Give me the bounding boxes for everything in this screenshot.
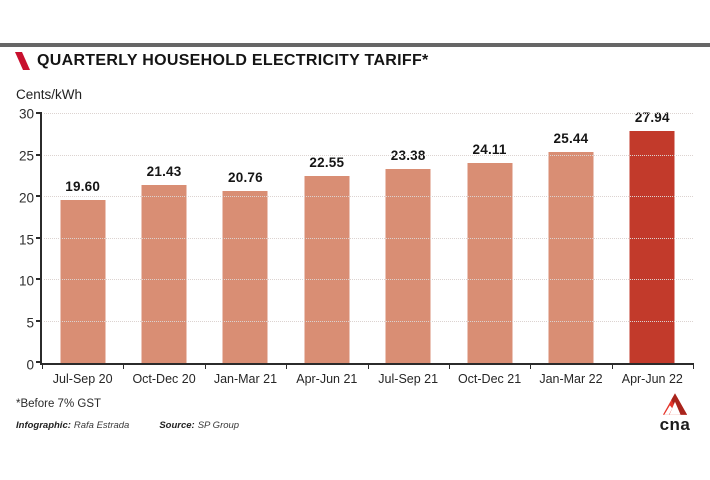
y-axis-units-label: Cents/kWh	[16, 87, 83, 102]
x-axis-tick	[611, 363, 613, 369]
x-axis-tick	[448, 363, 450, 369]
red-slash-icon	[15, 52, 30, 70]
y-axis-tick	[36, 195, 42, 197]
x-axis-category-label: Oct-Dec 20	[132, 372, 196, 386]
x-axis-category-label: Apr-Jun 22	[621, 372, 683, 386]
bar	[548, 151, 594, 363]
x-axis-tick	[367, 363, 369, 369]
source-credit-label: Source:	[159, 420, 195, 431]
y-axis-tick-label: 5	[26, 315, 34, 331]
x-axis-category-label: Apr-Jun 21	[296, 372, 358, 386]
header: QUARTERLY HOUSEHOLD ELECTRICITY TARIFF*	[15, 52, 429, 70]
y-axis-tick	[36, 112, 42, 114]
y-axis-tick-label: 15	[18, 232, 34, 247]
y-axis-tick	[36, 319, 42, 322]
bar-value-label: 24.11	[472, 141, 507, 157]
bar-slot: 25.44 Jan-Mar 22	[530, 114, 611, 386]
x-axis-category-label: Jul-Sep 21	[378, 372, 439, 386]
bar	[467, 162, 513, 363]
footnote: *Before 7% GST	[16, 398, 102, 410]
gridline	[44, 196, 693, 197]
x-axis-category-label: Jan-Mar 22	[539, 372, 603, 386]
infographic-credit: Infographic: Rafa Estrada	[16, 420, 129, 431]
bar-value-label: 25.44	[553, 130, 589, 146]
bar	[385, 168, 431, 363]
cna-logo-mark-icon	[662, 393, 688, 415]
infographic-credit-value: Rafa Estrada	[73, 420, 130, 431]
y-axis-tick	[36, 278, 42, 280]
y-axis-tick-label: 20	[18, 190, 34, 206]
gridline	[44, 154, 693, 156]
credits: Infographic: Rafa Estrada Source: SP Group	[16, 420, 239, 431]
gridline	[44, 279, 693, 280]
bar-slots: 19.60 Jul-Sep 20 21.43 Oct-Dec 20 20.76 Jan-M…	[42, 110, 693, 386]
x-axis-category-label: Jul-Sep 20	[52, 372, 113, 386]
x-axis-tick	[42, 363, 43, 369]
bar	[141, 185, 187, 363]
y-axis-tick-label: 30	[18, 106, 34, 122]
page-title: QUARTERLY HOUSEHOLD ELECTRICITY TARIFF*	[37, 52, 429, 69]
x-axis-category-label: Jan-Mar 21	[213, 372, 278, 386]
bar	[304, 175, 350, 363]
bar-value-label: 19.60	[65, 179, 101, 195]
cna-logo-wordmark: cna	[659, 415, 691, 434]
bar-highlighted	[629, 131, 675, 363]
bar-slot: 24.11 Oct-Dec 21	[449, 114, 530, 386]
x-axis-tick	[123, 363, 125, 369]
bar-chart: 0 5 10 15 20 25 30 19.60 Jul-Sep 20 21.43 Oct-Dec…	[19, 107, 694, 386]
bar	[222, 190, 268, 363]
bar-slot: 21.43 Oct-Dec 20	[123, 114, 204, 386]
x-axis-tick	[286, 363, 288, 369]
cna-logo: cna	[657, 393, 693, 433]
y-axis-tick-label: 25	[18, 148, 34, 164]
y-axis-tick	[36, 236, 42, 239]
bar-value-label: 22.55	[309, 154, 345, 170]
y-axis-labels: 0 5 10 15 20 25 30	[0, 107, 34, 373]
x-axis-category-label: Oct-Dec 21	[457, 372, 522, 386]
y-axis-tick	[36, 361, 42, 363]
infographic-credit-label: Infographic:	[16, 420, 71, 431]
x-axis-tick	[204, 363, 206, 369]
x-axis-tick	[530, 363, 532, 369]
gridline	[44, 113, 693, 114]
bar-slot: 22.55 Apr-Jun 21	[286, 114, 367, 386]
y-axis-tick-label: 10	[18, 273, 34, 289]
bar	[60, 200, 106, 363]
source-credit-value: SP Group	[197, 420, 240, 431]
y-axis-tick-label: 0	[26, 357, 34, 373]
bar-slot: 20.76 Jan-Mar 21	[205, 114, 286, 386]
bar-value-label: 20.76	[228, 169, 263, 185]
top-divider-rule	[0, 43, 710, 47]
gridline	[44, 320, 693, 322]
gridline	[44, 237, 693, 239]
bar-slot: 23.38 Jul-Sep 21	[368, 114, 449, 386]
x-axis-tick	[693, 363, 694, 369]
bar-slot: 27.94 Apr-Jun 22	[612, 110, 693, 386]
bar-value-label: 21.43	[146, 164, 182, 180]
bar-slot: 19.60 Jul-Sep 20	[42, 114, 123, 386]
source-credit: Source: SP Group	[159, 420, 239, 431]
y-axis-tick	[36, 153, 42, 156]
plot-area: 19.60 Jul-Sep 20 21.43 Oct-Dec 20 20.76 Jan-M…	[36, 110, 694, 386]
